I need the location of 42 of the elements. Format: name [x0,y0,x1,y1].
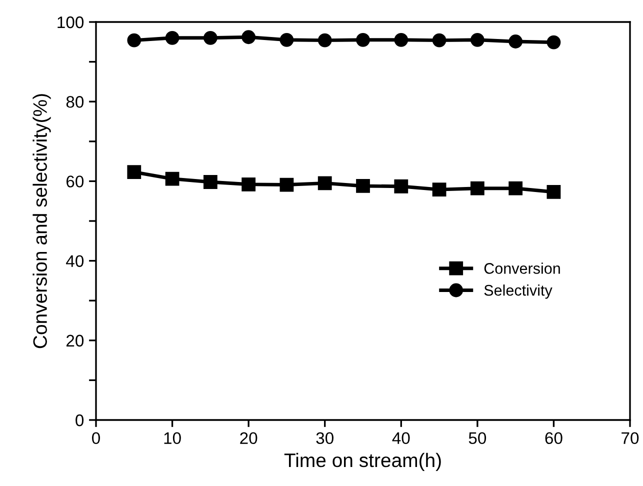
point [127,33,142,48]
point [394,32,408,47]
point [318,33,332,48]
point [165,172,180,186]
y-tick-label: 20 [66,334,84,347]
point [203,175,218,189]
point [508,34,523,48]
x-tick-label: 10 [164,432,181,444]
point [508,181,523,196]
legend-label: Selectivity [484,284,552,299]
legend-label: Conversion [484,262,560,274]
y-tick-label: 0 [76,414,84,426]
point [470,181,484,196]
point [432,33,446,48]
x-tick-label: 0 [92,432,100,444]
y-axis-title: Conversion and selectivity(%) [32,94,51,348]
x-tick-label: 30 [316,432,334,444]
point [242,30,256,44]
point [203,30,218,45]
point [356,32,370,47]
point [242,177,256,192]
point [470,32,484,47]
x-tick-label: 20 [240,432,258,444]
y-tick-label: 40 [66,255,84,268]
point [432,182,446,197]
point [546,35,561,50]
y-tick-label: 100 [58,16,84,28]
point [394,179,408,194]
point [356,179,370,193]
y-tick-label: 80 [66,96,84,108]
x-tick-label: 70 [622,432,639,444]
point [280,32,294,47]
y-tick-label: 60 [66,176,84,188]
x-axis-title: Time on stream(h) [284,452,441,472]
point [318,176,332,190]
point [280,178,294,192]
point [546,185,561,199]
x-tick-label: 60 [545,432,562,444]
x-tick-label: 50 [468,432,486,444]
point [127,165,142,179]
x-tick-label: 40 [392,432,410,444]
point [165,30,180,45]
